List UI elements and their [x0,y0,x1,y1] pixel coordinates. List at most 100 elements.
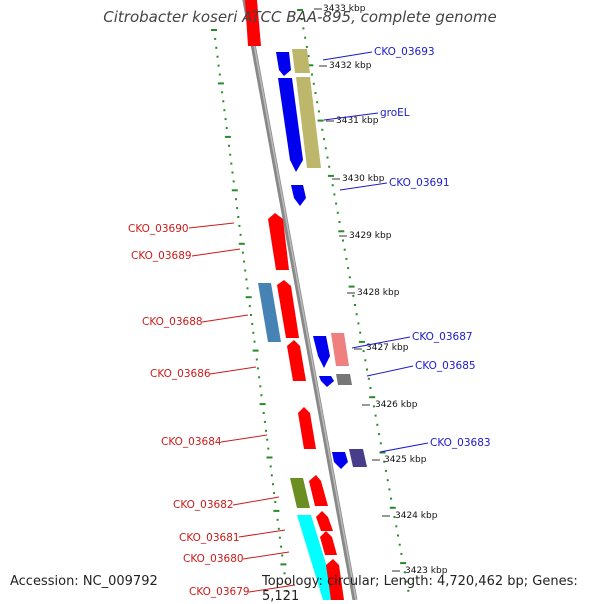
ruler-ticks [314,8,400,572]
track-dot [281,554,284,557]
track-dot [384,469,387,472]
gene-label-cko-03693[interactable]: CKO_03693 [374,46,435,58]
gene-label-cko-03690[interactable]: CKO_03690 [128,223,189,235]
cog-block-cko-03681 [297,515,337,600]
gene-label-cko-03689[interactable]: CKO_03689 [131,250,192,262]
gene-label-cko-03688[interactable]: CKO_03688 [142,316,203,328]
gene-arrow-cko-03687[interactable] [313,336,330,368]
track-dot [400,562,407,565]
track-dot [327,174,334,177]
gene-label-groel[interactable]: groEL [380,107,410,119]
track-dot [374,414,377,417]
ruler-label: 3424 kbp [395,511,438,521]
track-dot [259,385,262,388]
track-dot [214,37,217,40]
track-dot [224,135,231,138]
leader-line-cko-03689 [191,248,241,257]
track-dot [328,165,331,168]
track-dot [265,429,267,432]
track-dot [338,221,341,223]
gene-arrow-cko-03679[interactable] [326,559,344,600]
track-dot [235,198,237,201]
track-dot [358,340,365,343]
track-dot [338,230,345,233]
ruler-label: 3433 kbp [323,4,366,14]
gene-label-cko-03684[interactable]: CKO_03684 [161,436,222,448]
track-dot [237,216,240,218]
gene-arrow-cko-03685[interactable] [319,376,334,387]
track-dot [379,451,386,454]
track-dot [246,287,249,290]
track-dot [217,82,224,85]
track-dot [317,110,320,113]
gene-label-cko-03680[interactable]: CKO_03680 [183,553,244,565]
track-dot [255,358,258,361]
gene-arrow-cko-03684[interactable] [298,407,316,449]
track-dot [342,239,344,242]
gene-arrow-cko-03686[interactable] [287,340,306,381]
track-dot [314,92,317,94]
ruler-label: 3432 kbp [329,61,372,71]
track-dot [280,545,283,548]
gene-label-cko-03682[interactable]: CKO_03682 [173,499,234,511]
gene-arrow-cko-03688[interactable] [277,280,299,338]
track-dot [272,483,274,486]
track-dot [284,581,287,584]
gene-arrow-top-partial[interactable] [245,0,261,46]
track-dot [253,340,256,343]
track-dot [307,55,310,58]
gene-arrow-cko-03690[interactable] [268,213,289,270]
track-dot [369,387,372,389]
gene-arrow-cko-03682[interactable] [309,475,328,506]
leader-line-cko-03687 [351,336,411,349]
cog-block-cko-03682 [290,478,310,508]
reverse-leader-lines [322,51,429,453]
track-dot [357,322,360,325]
gene-arrow-cko-03681[interactable] [316,511,333,531]
leader-line-cko-03679 [248,584,296,593]
track-dot [323,138,326,141]
ruler-label: 3425 kbp [384,455,427,465]
track-dot [354,304,356,306]
gene-arrow-cko-03691[interactable] [291,185,306,206]
track-dot [243,260,246,263]
track-dot [252,349,259,352]
track-dot [383,460,386,463]
backbone-line [242,0,358,601]
gene-label-cko-03685[interactable]: CKO_03685 [415,360,476,372]
gene-label-cko-03686[interactable]: CKO_03686 [150,368,211,380]
accession-text: Accession: NC_009792 [10,574,158,589]
track-dot [252,331,255,334]
gene-label-cko-03687[interactable]: CKO_03687 [412,331,473,343]
track-dot [283,572,286,575]
gene-label-cko-03691[interactable]: CKO_03691 [389,177,450,189]
gene-label-cko-03683[interactable]: CKO_03683 [430,437,491,449]
track-dot [372,405,375,408]
gene-arrow-groel[interactable] [278,78,303,172]
track-dot [231,189,238,192]
leader-line-cko-03683 [379,442,429,453]
gene-arrow-cko-03680[interactable] [320,531,337,555]
gene-label-cko-03679[interactable]: CKO_03679 [189,586,250,598]
track-dot [280,563,287,566]
gene-labels: CKO_03693 groEL CKO_03691 CKO_03690 CKO_… [128,46,491,598]
track-dot [362,350,365,353]
track-dot [397,534,399,537]
track-dot [239,233,242,236]
gene-label-cko-03681[interactable]: CKO_03681 [179,532,240,544]
backbone-line-highlight [245,0,357,601]
track-dot [316,101,319,104]
leader-line-cko-03693 [322,51,373,61]
forward-strand-genes [245,0,344,600]
gene-arrow-cko-03693[interactable] [276,52,291,76]
track-dot [223,109,226,112]
track-dot [263,420,266,423]
track-dot [347,267,350,270]
leader-line-cko-03690 [188,222,235,229]
track-dot [259,403,266,406]
track-dot [307,64,314,67]
track-dot [367,377,370,380]
track-dot [335,202,338,205]
gene-arrow-cko-03683[interactable] [332,452,348,469]
